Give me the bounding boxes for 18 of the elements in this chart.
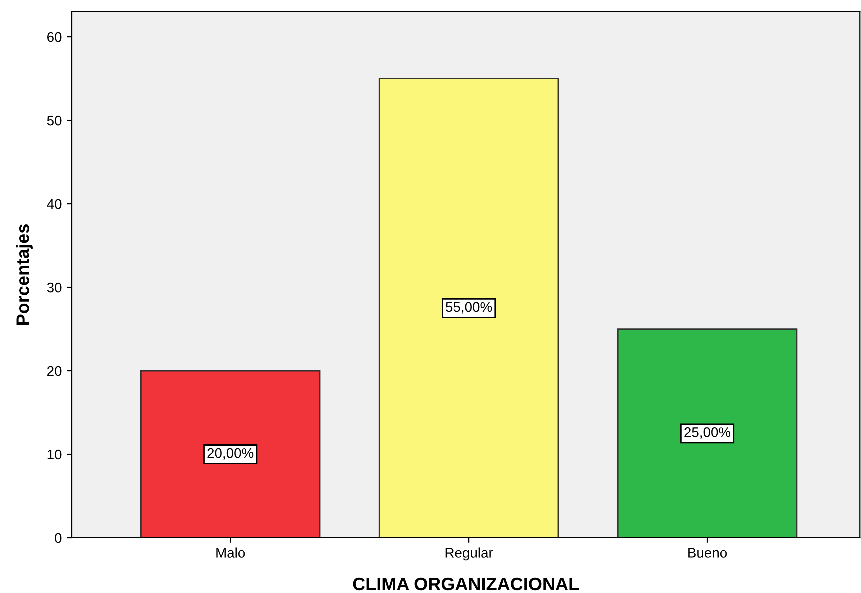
y-tick-label: 50 — [47, 116, 62, 126]
bar — [378, 78, 560, 538]
y-tick-label: 40 — [47, 199, 62, 210]
y-tick-label: 60 — [48, 32, 62, 42]
data-label: 25,00% — [684, 428, 731, 440]
data-label: 20,00% — [208, 448, 254, 460]
y-tick-label: 0 — [55, 533, 62, 544]
x-tick-label: Regular — [446, 548, 494, 561]
y-axis-title: Porcentajes — [16, 224, 33, 325]
x-axis-title: CLIMA ORGANIZACIONAL — [353, 578, 580, 591]
x-tick-label: Malo — [216, 548, 246, 558]
bar — [617, 328, 798, 538]
y-tick-label: 20 — [48, 366, 62, 376]
y-tick-label: 10 — [48, 450, 62, 460]
y-tick-label: 30 — [47, 282, 62, 293]
bar — [140, 370, 321, 538]
x-tick-label: Bueno — [688, 548, 728, 558]
data-label: 55,00% — [446, 302, 492, 314]
